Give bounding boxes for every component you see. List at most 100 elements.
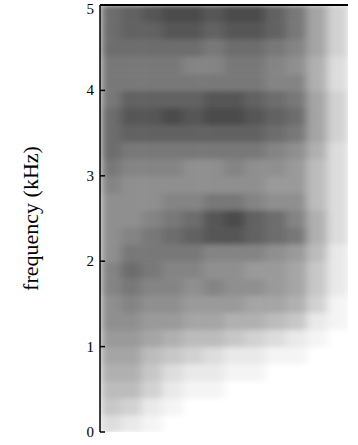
cell [162, 261, 183, 279]
cell [162, 142, 183, 160]
cell [100, 312, 121, 330]
cell [203, 364, 224, 382]
y-tick-label: 4 [87, 82, 95, 98]
cell [245, 295, 266, 313]
cell [224, 39, 245, 57]
cell [245, 39, 266, 57]
cell [141, 125, 162, 143]
cell [224, 398, 245, 416]
cell [203, 193, 224, 211]
cell [224, 73, 245, 91]
cell [307, 278, 328, 296]
cell [224, 193, 245, 211]
cell [121, 415, 142, 432]
cell [265, 5, 286, 23]
cell [141, 56, 162, 74]
cell [245, 125, 266, 143]
cell [307, 193, 328, 211]
cell [203, 295, 224, 313]
cell [327, 364, 348, 382]
cell [265, 227, 286, 245]
cell [162, 176, 183, 194]
cell [100, 176, 121, 194]
cell [245, 176, 266, 194]
cell [327, 278, 348, 296]
cell [162, 244, 183, 262]
cell [203, 107, 224, 125]
cell [203, 312, 224, 330]
cell [245, 330, 266, 348]
cell [327, 210, 348, 228]
cell [183, 159, 204, 177]
cell [245, 22, 266, 40]
cell [121, 107, 142, 125]
cell [162, 330, 183, 348]
cell [224, 176, 245, 194]
cell [141, 261, 162, 279]
cell [183, 330, 204, 348]
cell [183, 193, 204, 211]
cell [307, 56, 328, 74]
cell [286, 176, 307, 194]
cell [265, 142, 286, 160]
y-axis [99, 5, 101, 432]
cell [203, 22, 224, 40]
cell [100, 73, 121, 91]
cell [141, 107, 162, 125]
cell [121, 364, 142, 382]
cell [286, 73, 307, 91]
cell [100, 210, 121, 228]
cell [245, 312, 266, 330]
cell [224, 159, 245, 177]
cell [100, 142, 121, 160]
cell [307, 73, 328, 91]
cell [286, 159, 307, 177]
cell [203, 39, 224, 57]
cell [141, 142, 162, 160]
cell [183, 244, 204, 262]
cell [203, 347, 224, 365]
cell [265, 56, 286, 74]
cell [286, 278, 307, 296]
cell [100, 415, 121, 432]
cell [203, 415, 224, 432]
cell [162, 295, 183, 313]
cell [286, 22, 307, 40]
cell [121, 278, 142, 296]
y-tick-label: 2 [87, 253, 95, 269]
cell [286, 347, 307, 365]
cell [121, 90, 142, 108]
cell [245, 381, 266, 399]
cell [224, 312, 245, 330]
cell [141, 176, 162, 194]
cell [100, 295, 121, 313]
cell [245, 5, 266, 23]
cell [307, 210, 328, 228]
cell [327, 5, 348, 23]
cell [327, 193, 348, 211]
cell [265, 107, 286, 125]
cell [307, 381, 328, 399]
cell [183, 90, 204, 108]
cell [141, 330, 162, 348]
cell [245, 415, 266, 432]
cell [162, 39, 183, 57]
cell [121, 381, 142, 399]
cell [265, 176, 286, 194]
cell [203, 330, 224, 348]
cell [327, 347, 348, 365]
cell [327, 107, 348, 125]
cell [245, 107, 266, 125]
cell [141, 5, 162, 23]
cell [245, 244, 266, 262]
cell [162, 159, 183, 177]
cell [245, 398, 266, 416]
cell [224, 278, 245, 296]
cell [265, 261, 286, 279]
cell [327, 176, 348, 194]
cell [203, 56, 224, 74]
cell [162, 398, 183, 416]
cell [327, 56, 348, 74]
cell [203, 398, 224, 416]
cell [183, 73, 204, 91]
